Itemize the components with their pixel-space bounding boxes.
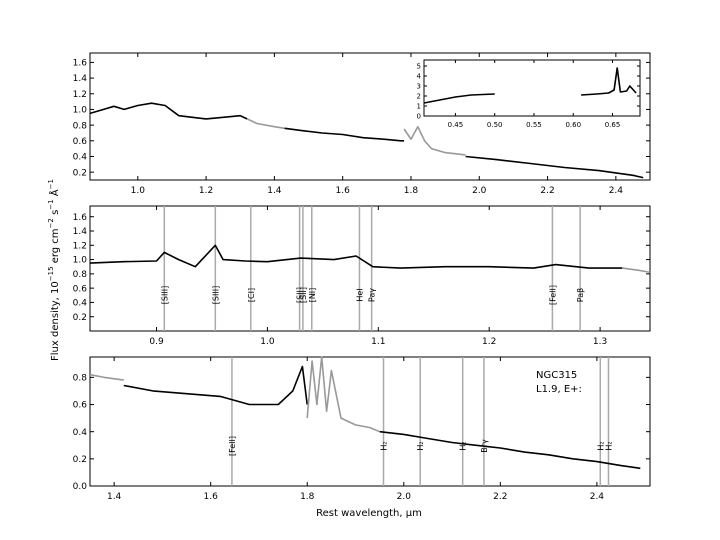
x-tick-label: 2.2: [493, 492, 507, 502]
emission-line-label: Paγ: [368, 288, 377, 302]
y-tick-label: 1.0: [73, 106, 88, 116]
spectrum-series-observed: [89, 244, 623, 269]
plot-frame: [423, 59, 641, 117]
emission-line-label: Paβ: [576, 288, 585, 302]
x-tick-label: 1.4: [267, 186, 282, 196]
x-tick-label: 0.65: [605, 121, 621, 129]
y-tick-label: 0.2: [73, 313, 87, 323]
x-tick-label: 1.6: [336, 186, 351, 196]
annotation-galaxy: NGC315: [536, 370, 577, 381]
emission-line-label: H₂: [459, 441, 468, 450]
emission-line-label: [SII]: [296, 287, 305, 303]
panel-inset: 0.45 0.50 0.55 0.60 0.65 0 1 2 3 4 5: [417, 59, 641, 129]
y-tick-label: 0.4: [73, 299, 88, 309]
x-axis-label: Rest wavelength, μm: [316, 508, 422, 519]
y-tick-label: 0.8: [73, 121, 88, 131]
emission-line-label: H₂: [380, 441, 389, 450]
emission-line-label: [CI]: [247, 288, 256, 302]
spectrum-series-observed: [581, 67, 637, 96]
x-tick-label: 1.0: [260, 337, 275, 347]
x-tick-label: 1.3: [593, 337, 607, 347]
emission-line-label: H₂: [596, 441, 605, 450]
spectrum-series-masked: [306, 356, 381, 433]
x-tick-label: 0.45: [448, 121, 464, 129]
ylabel-exp: −1: [47, 199, 55, 209]
y-tick-label: 1.4: [73, 74, 88, 84]
y-tick-label: 5: [417, 62, 421, 70]
ylabel-part: Å: [48, 189, 61, 199]
y-tick-label: 0.4: [73, 428, 88, 438]
spectrum-series-masked: [89, 373, 124, 381]
y-tick-label: 0.2: [73, 168, 87, 178]
x-tick-label: 2.0: [397, 492, 412, 502]
x-tick-label: 2.4: [590, 492, 605, 502]
emission-line-label: [FeII]: [548, 285, 557, 305]
x-tick-label: 2.2: [540, 186, 554, 196]
x-tick-label: 0.50: [487, 121, 503, 129]
x-tick-label: 0.9: [149, 337, 164, 347]
ylabel-exp: −2: [47, 218, 55, 228]
x-tick-label: 0.60: [565, 121, 581, 129]
ylabel-exp: −1: [47, 179, 55, 189]
spectrum-series-observed: [379, 430, 641, 470]
spectrum-series-observed: [284, 127, 405, 142]
y-tick-label: 1.2: [73, 90, 87, 100]
y-tick-label: 2: [417, 92, 421, 100]
y-tick-label: 0.2: [73, 455, 87, 465]
y-tick-label: 0.8: [73, 374, 88, 384]
x-tick-label: 1.2: [199, 186, 213, 196]
x-tick-label: 1.1: [371, 337, 385, 347]
y-tick-label: 1.6: [73, 59, 88, 69]
panel-bottom: [FeII] H₂ H₂ H₂ Brγ H₂ H₂1.4 1.6 1.8 2.0 2.2 2.40.0…: [73, 356, 651, 502]
x-tick-label: 1.4: [107, 492, 122, 502]
y-tick-label: 1.2: [73, 241, 87, 251]
y-tick-label: 1.0: [73, 256, 88, 266]
x-tick-label: 2.0: [472, 186, 487, 196]
y-tick-label: 0.8: [73, 270, 88, 280]
emission-line-label: H₂: [604, 441, 613, 450]
spectrum-series-masked: [622, 267, 651, 274]
y-tick-label: 0: [417, 112, 421, 120]
ylabel-part: erg cm: [50, 228, 61, 266]
emission-line-label: [SIII]: [160, 286, 169, 304]
y-tick-label: 3: [417, 82, 421, 90]
y-tick-label: 0.0: [73, 482, 88, 492]
spectrum-series-masked: [246, 118, 285, 130]
ylabel-part: s: [50, 210, 61, 218]
x-tick-label: 1.0: [131, 186, 146, 196]
y-tick-label: 1: [417, 102, 421, 110]
spectrum-series-observed: [123, 365, 308, 406]
x-tick-label: 2.4: [609, 186, 624, 196]
spectrum-series-masked: [403, 125, 466, 156]
emission-line-label: H₂: [416, 441, 425, 450]
x-tick-label: 1.2: [482, 337, 496, 347]
y-tick-label: 4: [417, 72, 422, 80]
plot-frame: [89, 356, 651, 487]
spectrum-series-observed: [465, 155, 644, 179]
y-tick-label: 0.6: [73, 401, 88, 411]
spectrum-series-observed: [89, 102, 248, 120]
spectrum-series-observed: [423, 93, 495, 104]
plot-frame: [89, 205, 651, 332]
x-tick-label: 1.6: [204, 492, 219, 502]
y-tick-label: 0.6: [73, 284, 88, 294]
emission-line-label: HeI: [355, 288, 364, 301]
x-tick-label: 1.8: [404, 186, 419, 196]
annotation-class: L1.9, E+:: [536, 384, 582, 395]
panel-middle: [SIII] [SIII] [CI] [SII][SII] [NI] HeI Paγ [FeI…: [73, 205, 651, 347]
x-tick-label: 0.55: [526, 121, 542, 129]
y-tick-label: 0.6: [73, 137, 88, 147]
emission-line-label: [SII]: [299, 287, 308, 303]
y-tick-label: 1.6: [73, 213, 88, 223]
emission-line-label: [NI]: [308, 288, 317, 303]
ylabel-exp: −15: [47, 266, 55, 281]
y-axis-label: Flux density, 10−15 erg cm−2 s−1 Å−1: [47, 179, 61, 361]
x-tick-label: 1.8: [300, 492, 315, 502]
y-tick-label: 0.4: [73, 153, 88, 163]
emission-line-label: [FeII]: [228, 436, 237, 456]
ylabel-part: Flux density, 10: [50, 281, 61, 361]
emission-line-label: [SIII]: [211, 286, 220, 304]
y-tick-label: 1.4: [73, 227, 88, 237]
